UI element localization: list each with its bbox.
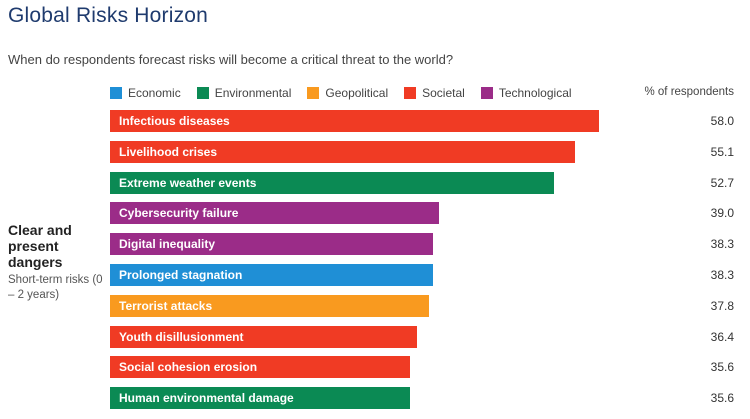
bar-label: Infectious diseases [119,114,230,128]
bar-label: Terrorist attacks [119,298,213,313]
legend-label: Economic [128,86,181,100]
bar-value: 52.7 [710,175,734,190]
legend-swatch [110,87,122,99]
bar: Livelihood crises [110,140,575,163]
bar: Youth disillusionment [110,325,417,348]
legend-swatch [307,87,320,99]
bar-label: Human environmental damage [119,391,294,406]
legend-label: Societal [422,86,465,100]
legend-swatch [480,87,493,99]
bar-label: Prolonged stagnation [119,268,243,282]
legend-item-societal: Societal [404,86,465,100]
bar-label: Social cohesion erosion [119,360,258,375]
legend-item-economic: Economic [110,86,181,100]
bar-value: 38.3 [710,268,734,282]
legend-swatch [196,87,209,99]
group-label: Clear and present dangers Short-term ris… [8,222,104,303]
bar-label: Livelihood crises [119,144,218,159]
bar-label: Cybersecurity failure [119,206,239,221]
bar: Prolonged stagnation [110,264,433,286]
legend-item-technological: Technological [480,86,572,100]
legend-label: Technological [498,86,572,100]
legend-label: Environmental [214,86,292,100]
bar-value: 35.6 [710,360,734,375]
bar: Social cohesion erosion [110,356,411,379]
bar-value: 55.1 [710,144,734,159]
bar-value: 36.4 [710,329,734,344]
bar-label: Youth disillusionment [119,329,244,344]
legend-item-geopolitical: Geopolitical [307,86,388,100]
chart-title: Global Risks Horizon [8,4,209,27]
bar-label: Digital inequality [119,237,216,252]
bar-value: 58.0 [710,114,734,128]
bar: Digital inequality [110,233,433,256]
bar-label: Extreme weather events [119,175,257,190]
bar: Extreme weather events [110,171,555,194]
bar: Human environmental damage [110,387,411,410]
value-column-header: % of respondents [644,86,734,98]
legend-label: Geopolitical [325,86,389,100]
group-title: Clear and present dangers [8,222,72,270]
legend-item-environmental: Environmental [196,86,292,100]
bar-value: 38.3 [710,237,734,252]
group-subtitle: Short-term risks (0 – 2 years) [8,274,103,301]
bar: Infectious diseases [110,110,599,132]
legend: Economic Environmental Geopolitical Societa… [110,86,588,100]
bar-value: 39.0 [710,206,734,221]
bar-value: 37.8 [710,298,734,313]
bar-value: 35.6 [710,391,734,406]
legend-swatch [404,87,417,99]
chart-subtitle: When do respondents forecast risks will … [8,52,454,67]
bar: Terrorist attacks [110,294,429,317]
bar: Cybersecurity failure [110,202,439,225]
